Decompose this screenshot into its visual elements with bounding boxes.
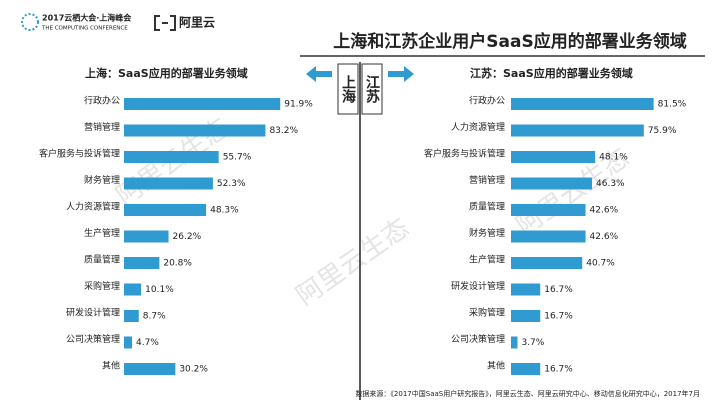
category-label: 生产管理 bbox=[84, 227, 120, 239]
bar bbox=[511, 98, 654, 110]
value-label: 42.6% bbox=[590, 232, 619, 242]
category-label: 质量管理 bbox=[469, 201, 505, 213]
value-label: 91.9% bbox=[284, 100, 313, 110]
event-name-en: THE COMPUTING CONFERENCE bbox=[41, 26, 128, 32]
bar bbox=[511, 177, 593, 190]
source-note: 数据来源：《2017中国SaaS用户研究报告》，阿里云生态、阿里云研究中心、移动… bbox=[355, 389, 700, 398]
page-title: 上海和江苏企业用户SaaS应用的部署业务领域 bbox=[333, 31, 686, 52]
bar bbox=[124, 363, 176, 375]
value-label: 48.3% bbox=[210, 206, 239, 216]
bar bbox=[124, 204, 207, 216]
category-label: 采购管理 bbox=[84, 280, 120, 292]
bar bbox=[124, 283, 142, 296]
value-label: 52.3% bbox=[217, 179, 246, 189]
bar bbox=[124, 257, 160, 269]
bar bbox=[124, 151, 219, 163]
bar bbox=[511, 283, 541, 296]
divider-label: 江苏 bbox=[364, 74, 380, 104]
label-box bbox=[361, 63, 383, 115]
category-label: 研发设计管理 bbox=[66, 307, 120, 319]
category-label: 人力资源管理 bbox=[451, 121, 505, 133]
value-label: 16.7% bbox=[544, 312, 573, 322]
arrow-right bbox=[388, 66, 414, 82]
value-label: 46.3% bbox=[596, 179, 625, 189]
bar bbox=[124, 230, 169, 243]
value-label: 26.2% bbox=[173, 232, 202, 242]
value-label: 16.7% bbox=[544, 285, 573, 295]
category-label: 人力资源管理 bbox=[66, 201, 120, 213]
value-label: 42.6% bbox=[590, 206, 619, 216]
value-label: 40.7% bbox=[586, 259, 615, 269]
bar bbox=[124, 98, 281, 110]
event-name: 2017云栖大会·上海峰会 bbox=[42, 13, 131, 23]
category-label: 研发设计管理 bbox=[451, 280, 505, 292]
bar bbox=[511, 151, 596, 163]
bar bbox=[511, 336, 518, 349]
value-label: 48.1% bbox=[599, 153, 628, 163]
category-label: 客户服务与投诉管理 bbox=[424, 148, 505, 160]
category-label: 客户服务与投诉管理 bbox=[39, 148, 120, 160]
category-label: 生产管理 bbox=[469, 254, 505, 266]
category-label: 质量管理 bbox=[84, 254, 120, 266]
value-label: 10.1% bbox=[145, 285, 174, 295]
bar bbox=[124, 336, 132, 349]
bar bbox=[511, 124, 644, 137]
arrow-left bbox=[306, 66, 332, 82]
value-label: 55.7% bbox=[223, 153, 252, 163]
brand-mark bbox=[154, 15, 176, 31]
value-label: 4.7% bbox=[136, 338, 159, 348]
category-label: 营销管理 bbox=[469, 174, 505, 186]
value-label: 30.2% bbox=[179, 365, 208, 375]
watermark: 阿里云生态 bbox=[291, 213, 415, 312]
category-label: 财务管理 bbox=[469, 227, 505, 239]
value-label: 81.5% bbox=[658, 100, 687, 110]
value-label: 75.9% bbox=[648, 126, 677, 136]
category-label: 公司决策管理 bbox=[451, 333, 505, 345]
category-label: 行政办公 bbox=[84, 95, 120, 107]
label-box bbox=[337, 63, 359, 115]
category-label: 行政办公 bbox=[469, 95, 505, 107]
bar bbox=[124, 124, 266, 137]
value-label: 8.7% bbox=[143, 312, 166, 322]
value-label: 3.7% bbox=[521, 338, 544, 348]
category-label: 采购管理 bbox=[469, 307, 505, 319]
category-label: 其他 bbox=[102, 360, 120, 372]
brand-name: 阿里云 bbox=[179, 15, 215, 30]
category-label: 其他 bbox=[487, 360, 505, 372]
bar bbox=[511, 310, 541, 322]
value-label: 16.7% bbox=[544, 365, 573, 375]
brand-logo: 阿里云 bbox=[154, 15, 215, 31]
event-logo: 2017云栖大会·上海峰会 THE COMPUTING CONFERENCE bbox=[21, 13, 131, 32]
bar bbox=[124, 177, 213, 190]
bar bbox=[511, 204, 586, 216]
chart-title: 江苏：SaaS应用的部署业务领域 bbox=[470, 66, 633, 80]
bar bbox=[511, 363, 541, 375]
bar bbox=[511, 230, 586, 243]
value-label: 83.2% bbox=[269, 126, 298, 136]
value-label: 20.8% bbox=[163, 259, 192, 269]
divider-label: 上海 bbox=[340, 75, 356, 104]
category-label: 营销管理 bbox=[84, 121, 120, 133]
bar bbox=[124, 310, 139, 322]
chart-title: 上海：SaaS应用的部署业务领域 bbox=[85, 66, 248, 80]
category-label: 财务管理 bbox=[84, 174, 120, 186]
bar bbox=[511, 257, 583, 269]
category-label: 公司决策管理 bbox=[66, 333, 120, 345]
logo-mark bbox=[21, 13, 39, 31]
